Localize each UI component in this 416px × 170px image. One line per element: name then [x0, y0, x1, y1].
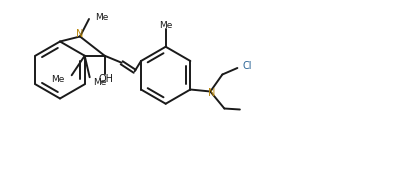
- Text: N: N: [208, 88, 215, 98]
- Text: Me: Me: [96, 13, 109, 22]
- Text: Cl: Cl: [243, 61, 253, 71]
- Text: Me: Me: [51, 75, 64, 84]
- Text: OH: OH: [98, 74, 113, 84]
- Text: Me: Me: [93, 78, 106, 87]
- Text: N: N: [76, 29, 84, 39]
- Text: Me: Me: [159, 21, 172, 30]
